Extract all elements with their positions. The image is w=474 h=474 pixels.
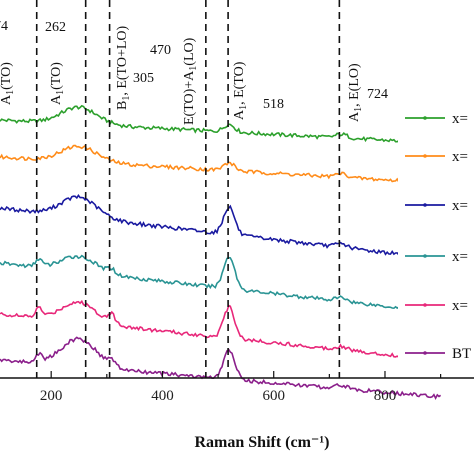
peak-number-5: 724	[367, 87, 388, 102]
series-line-2	[0, 194, 441, 261]
legend-marker-0	[423, 116, 427, 120]
peak-label-1: A1(TO)	[49, 62, 66, 105]
peak-number-3: 470	[150, 43, 171, 58]
x-tick-label-800: 800	[374, 388, 397, 404]
legend-label-5: BT	[452, 346, 471, 362]
legend-label-3: x=	[452, 249, 468, 265]
peak-label-5: A1, E(LO)	[347, 63, 364, 122]
series-layer	[0, 104, 442, 400]
legend-marker-2	[423, 203, 427, 207]
x-axis: 200 400 600 800	[0, 371, 474, 404]
peak-label-0: A1(TO)	[0, 62, 16, 105]
peak-number-2: 305	[133, 71, 154, 86]
x-tick-label-400: 400	[151, 388, 174, 404]
peak-number-1: 262	[45, 20, 66, 35]
legend-label-0: x=	[452, 111, 468, 127]
x-tick-label-600: 600	[262, 388, 285, 404]
legend-marker-3	[423, 254, 427, 258]
peak-number-0: 174	[0, 19, 8, 34]
legend-label-4: x=	[452, 298, 468, 314]
peak-label-3: E(TO)+A1(LO)	[182, 37, 199, 125]
series-line-5	[0, 336, 442, 400]
series-line-4	[0, 299, 442, 363]
legend-label-2: x=	[452, 198, 468, 214]
legend-marker-1	[423, 154, 427, 158]
legend-marker-5	[423, 351, 427, 355]
peak-label-2: B1, E(TO+LO)	[115, 25, 132, 110]
reference-lines	[35, 0, 341, 378]
series-line-0	[0, 104, 442, 146]
x-axis-title: Raman Shift (cm⁻¹)	[194, 434, 329, 451]
legend: x= x= x= x= x= BT	[398, 86, 474, 372]
legend-label-1: x=	[452, 149, 468, 165]
legend-marker-4	[423, 303, 427, 307]
series-line-3	[0, 254, 441, 315]
x-tick-label-200: 200	[40, 388, 63, 404]
peak-label-4: A1, E(TO)	[232, 61, 249, 120]
series-line-1	[0, 144, 441, 186]
peak-number-4: 518	[263, 97, 284, 112]
legend-box	[398, 86, 474, 372]
peak-annotations: A1(TO) 174 A1(TO) 262 B1, E(TO+LO)305 E(TO)+A…	[0, 19, 388, 125]
